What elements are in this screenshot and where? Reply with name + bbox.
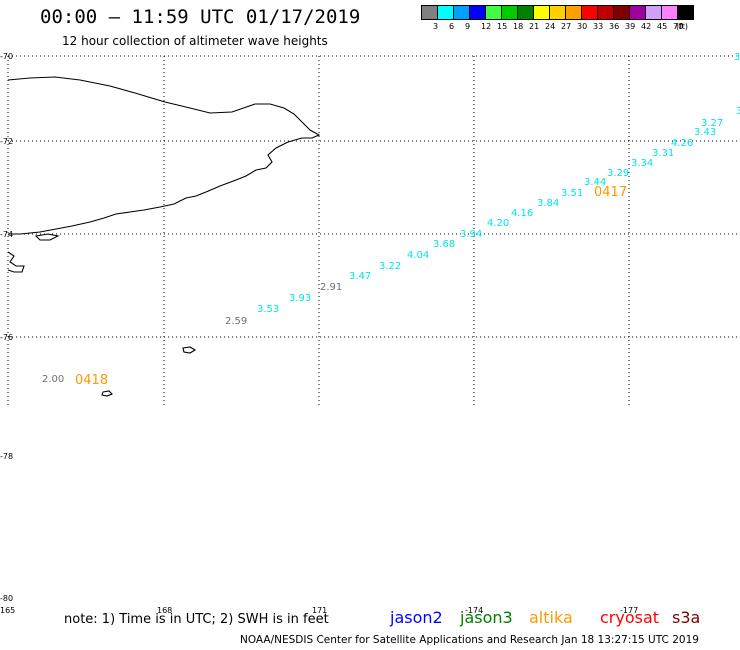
coastline-inlet xyxy=(34,233,60,241)
coastline-south xyxy=(7,251,25,273)
wave-height-label: 3.43 xyxy=(694,127,716,138)
wave-height-label: 3.93 xyxy=(289,293,311,304)
wave-height-label: 3.94 xyxy=(460,229,482,240)
scale-tick-label: 39 xyxy=(625,22,636,31)
wave-height-label: 2.91 xyxy=(320,282,342,293)
scale-tick-label: 27 xyxy=(561,22,572,31)
wave-height-label: 3.47 xyxy=(349,271,371,282)
lat-label: -70 xyxy=(0,52,14,61)
legend-altika: altika xyxy=(529,608,573,627)
wave-height-label: 3.31 xyxy=(652,148,674,159)
graticule xyxy=(7,55,740,405)
scale-tick-label: 6 xyxy=(449,22,455,31)
wave-height-label: 3.34 xyxy=(631,158,653,169)
map-subtitle: 12 hour collection of altimeter wave hei… xyxy=(62,34,328,48)
wave-height-label: 4.04 xyxy=(407,250,429,261)
wave-height-label: 3.51 xyxy=(561,188,583,199)
wave-height-label: 3.84 xyxy=(537,198,559,209)
scale-tick-label: 33 xyxy=(593,22,604,31)
scale-tick-label: 42 xyxy=(641,22,652,31)
scale-unit-label: (ft) xyxy=(676,22,689,31)
island xyxy=(101,390,113,397)
wave-height-label: 3.29 xyxy=(607,168,629,179)
time-mark-label: 0417 xyxy=(594,185,627,200)
footer-note: note: 1) Time is in UTC; 2) SWH is in fe… xyxy=(64,612,329,627)
lat-label: -76 xyxy=(0,333,14,342)
lat-label: -80 xyxy=(0,594,14,603)
scale-tick-label: 3 xyxy=(433,22,439,31)
lat-label: -72 xyxy=(0,137,14,146)
wave-height-label: 2.59 xyxy=(225,316,247,327)
scale-swatch xyxy=(677,5,694,20)
coastline xyxy=(7,76,321,397)
wave-height-label: 4.26 xyxy=(671,138,693,149)
lon-label: 168 xyxy=(157,606,173,615)
coastline-main xyxy=(7,76,321,235)
scale-tick-label: 18 xyxy=(513,22,524,31)
lat-label: -74 xyxy=(0,230,14,239)
wave-height-label: 3.53 xyxy=(257,304,279,315)
scale-tick-label: 9 xyxy=(465,22,471,31)
legend-jason3: jason3 xyxy=(460,608,513,627)
wave-height-label: 4.20 xyxy=(487,218,509,229)
lon-label: 165 xyxy=(0,606,16,615)
wave-height-label: 4.16 xyxy=(511,208,533,219)
scale-tick-label: 36 xyxy=(609,22,620,31)
time-mark-label: 0418 xyxy=(75,373,108,388)
scale-tick-label: 15 xyxy=(497,22,508,31)
scale-tick-label: 21 xyxy=(529,22,540,31)
wave-height-label: 3.68 xyxy=(433,239,455,250)
island xyxy=(182,346,197,354)
wave-height-label: 3. xyxy=(734,52,740,63)
lat-label: -78 xyxy=(0,452,14,461)
map-title: 00:00 – 11:59 UTC 01/17/2019 xyxy=(40,6,361,28)
credit-line: NOAA/NESDIS Center for Satellite Applica… xyxy=(240,634,699,646)
scale-tick-label: 24 xyxy=(545,22,556,31)
legend-cryosat: cryosat xyxy=(600,608,660,627)
scale-tick-label: 12 xyxy=(481,22,492,31)
scale-tick-label: 30 xyxy=(577,22,588,31)
legend-jason2: jason2 xyxy=(390,608,443,627)
wave-height-label: 3 xyxy=(736,106,740,117)
color-scale xyxy=(421,5,694,20)
lon-label: 171 xyxy=(312,606,328,615)
lon-label: -174 xyxy=(465,606,484,615)
wave-height-label: 2.00 xyxy=(42,374,64,385)
wave-height-label: 3.22 xyxy=(379,261,401,272)
wave-height-label: 3.44 xyxy=(584,177,606,188)
legend-s3a: s3a xyxy=(672,608,701,627)
altimeter-track: 3. 3 3.273.434.263.313.343.293.443.513.84 4… xyxy=(42,52,740,388)
scale-tick-label: 45 xyxy=(657,22,668,31)
lon-label: -177 xyxy=(620,606,639,615)
scale-tick-label: 70 xyxy=(673,22,684,31)
wave-height-label: 3.27 xyxy=(701,118,723,129)
